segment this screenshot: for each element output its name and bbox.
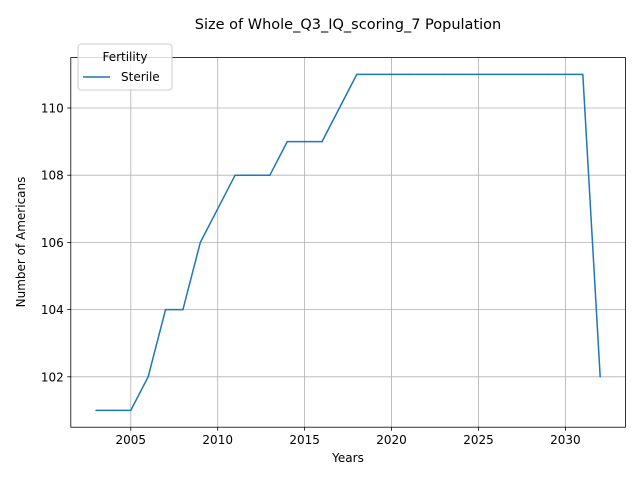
- data-point: [303, 140, 306, 143]
- chart-title: Size of Whole_Q3_IQ_scoring_7 Population: [195, 17, 501, 33]
- legend-box: [77, 43, 173, 91]
- y-tick-label: 102: [41, 370, 64, 384]
- legend-title: Fertility: [102, 50, 147, 64]
- data-point: [582, 73, 584, 76]
- legend: Fertility Sterile: [77, 43, 173, 91]
- data-point: [182, 308, 184, 311]
- x-axis: 2005 2010 2015 2020 2025 2030: [116, 427, 581, 447]
- data-point: [164, 308, 167, 311]
- data-point: [425, 73, 428, 76]
- data-point: [442, 73, 445, 76]
- data-point: [460, 73, 462, 76]
- y-tick-label: 106: [41, 236, 64, 250]
- y-tick-label: 104: [41, 303, 64, 317]
- data-point: [547, 73, 549, 76]
- data-point: [338, 107, 341, 109]
- data-point: [286, 140, 288, 143]
- x-tick-label: 2020: [376, 433, 407, 447]
- series-line-sterile: [96, 73, 601, 412]
- data-point: [495, 73, 497, 76]
- data-point: [216, 208, 219, 210]
- data-point: [373, 73, 375, 76]
- x-tick-label: 2025: [463, 433, 494, 447]
- data-point: [529, 73, 532, 76]
- data-point: [130, 409, 132, 412]
- y-axis: 102 104 106 108 110: [41, 102, 71, 384]
- data-point: [408, 73, 410, 76]
- data-point: [112, 409, 115, 412]
- data-point: [356, 73, 358, 76]
- data-point: [95, 409, 97, 412]
- data-point: [269, 174, 271, 176]
- data-point: [390, 73, 393, 76]
- data-point: [234, 174, 236, 176]
- y-axis-label: Number of Americans: [14, 177, 28, 308]
- data-point: [477, 73, 480, 76]
- y-tick-label: 110: [41, 102, 64, 116]
- data-point: [512, 73, 515, 76]
- legend-label-sterile: Sterile: [121, 70, 160, 84]
- x-tick-label: 2010: [202, 433, 233, 447]
- x-tick-label: 2030: [550, 433, 581, 447]
- x-tick-label: 2005: [116, 433, 147, 447]
- x-axis-label: Years: [331, 451, 364, 465]
- y-tick-label: 108: [41, 169, 64, 183]
- x-tick-label: 2015: [289, 433, 320, 447]
- series-layer: [95, 73, 601, 412]
- data-point: [321, 140, 323, 143]
- data-point: [251, 174, 254, 176]
- data-point: [147, 376, 149, 378]
- data-point: [199, 241, 202, 244]
- grid: [70, 57, 626, 428]
- data-point: [599, 376, 601, 378]
- data-point: [564, 73, 567, 76]
